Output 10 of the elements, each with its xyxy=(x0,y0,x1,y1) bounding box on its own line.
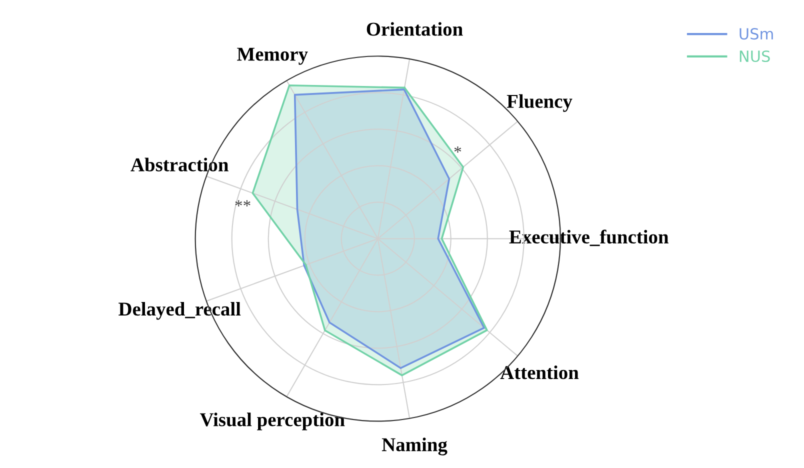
spoke-label: Memory xyxy=(237,48,308,65)
spoke-label: Visual perception xyxy=(200,412,345,430)
spoke-label: Fluency xyxy=(506,94,572,112)
text: ** xyxy=(235,200,250,206)
spoke-label: Attention xyxy=(500,365,579,380)
legend-label: NUS xyxy=(740,50,770,62)
text: * xyxy=(454,146,462,153)
legend-label: USm xyxy=(740,28,773,40)
spoke-label: Naming xyxy=(382,438,448,456)
spoke-label: Orientation xyxy=(366,22,463,36)
